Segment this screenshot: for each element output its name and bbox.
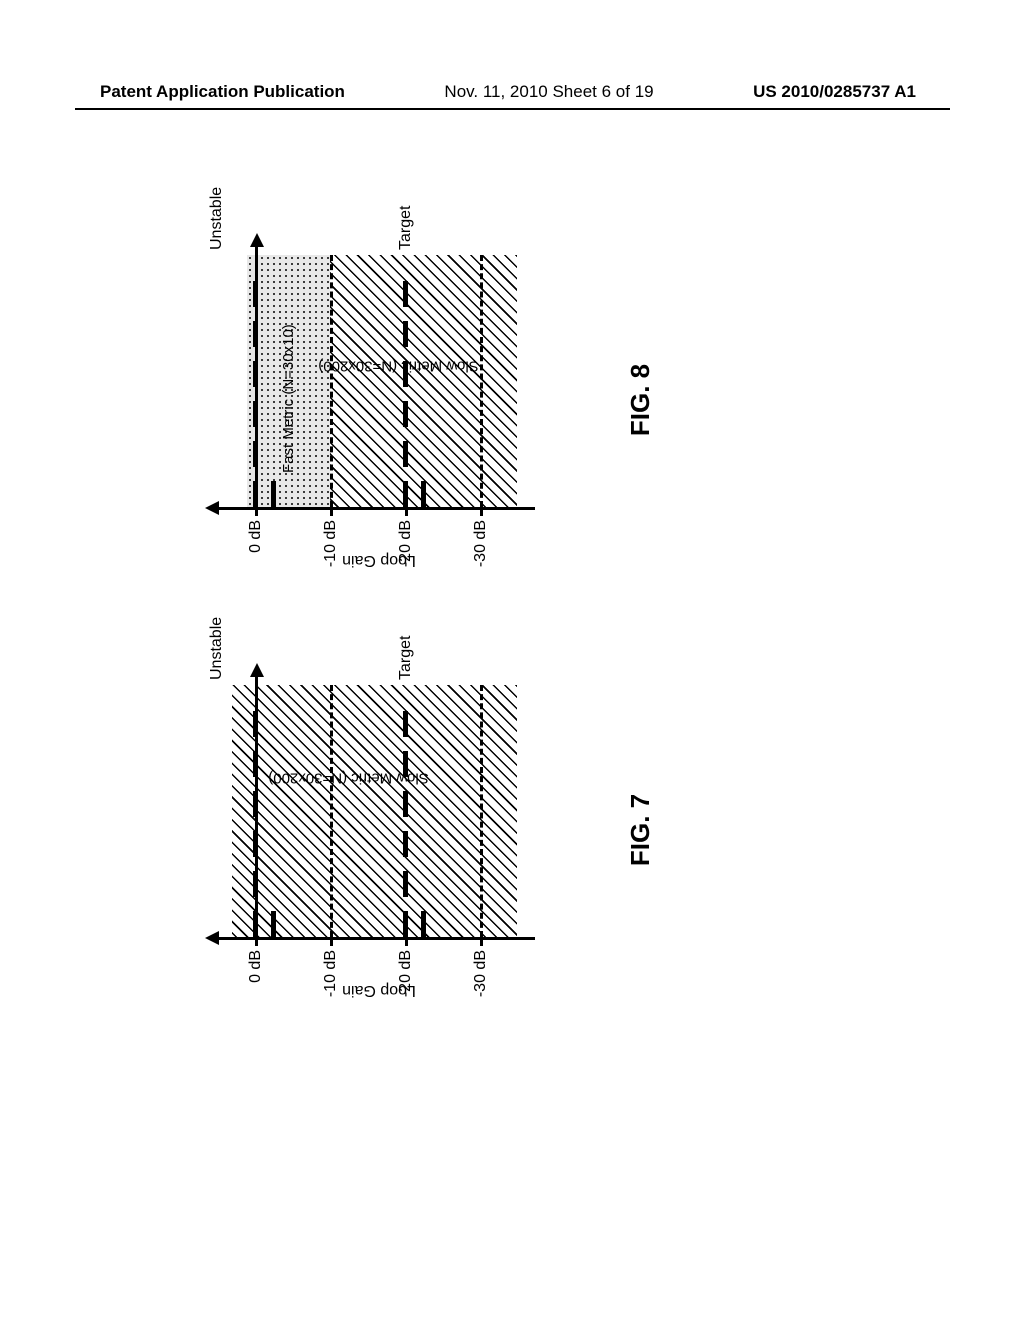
fig7-dash-0db: [253, 685, 258, 937]
fig7-slow-label: Slow Metric (N=30x200): [266, 769, 430, 786]
fig7-ticklabel-1: -10 dB: [322, 950, 340, 1010]
fig8-dash-target: [403, 255, 408, 507]
fig8-ticklabel-0: 0 dB: [247, 520, 265, 580]
fig7-dash-target: [403, 685, 408, 937]
fig7-y-axis: [215, 937, 535, 940]
fig8-dash-30db: [480, 255, 483, 507]
header-left: Patent Application Publication: [100, 82, 345, 102]
fig7-ticklabel-3: -30 dB: [472, 950, 490, 1010]
fig8-ticklabel-2: -20 dB: [397, 520, 415, 580]
page-header: Patent Application Publication Nov. 11, …: [0, 82, 1024, 102]
fig8-fast-label: Fast Metric (N=30x10): [280, 322, 297, 475]
fig8-chart: Loop Gain 0 dB -10 dB -20 dB -30 dB: [190, 210, 570, 590]
fig7-x-arrow-icon: [250, 663, 264, 677]
fig7-ticklabel-2: -20 dB: [397, 950, 415, 1010]
fig7-slow-label-text: Slow Metric (N=30x200): [268, 769, 428, 786]
figures-row: Loop Gain 0 dB -10 dB -20 dB -30 dB: [190, 145, 656, 1085]
fig7-unstable-label: Unstable: [208, 617, 226, 680]
fig7-ticklabel-0: 0 dB: [247, 950, 265, 1010]
fig7-target-label: Target: [397, 636, 415, 680]
fig8-slow-label-text: Slow Metric (N=30x200): [318, 357, 478, 374]
fig8-ticklabel-3: -30 dB: [472, 520, 490, 580]
fig7-chart: Loop Gain 0 dB -10 dB -20 dB -30 dB: [190, 640, 570, 1020]
figure-7: Loop Gain 0 dB -10 dB -20 dB -30 dB: [190, 640, 656, 1020]
figures-container: Loop Gain 0 dB -10 dB -20 dB -30 dB: [40, 165, 980, 1065]
fig7-dash-30db: [480, 685, 483, 937]
header-rule: [75, 108, 950, 110]
fig8-target-label: Target: [397, 206, 415, 250]
fig8-y-arrow-icon: [205, 502, 219, 516]
fig8-unstable-label: Unstable: [208, 187, 226, 250]
fig8-dash-0db: [253, 255, 258, 507]
header-mid: Nov. 11, 2010 Sheet 6 of 19: [444, 82, 653, 102]
fig8-x-arrow-icon: [250, 233, 264, 247]
header-right: US 2010/0285737 A1: [753, 82, 916, 102]
fig8-dash-10db: [330, 255, 333, 507]
figure-8: Loop Gain 0 dB -10 dB -20 dB -30 dB: [190, 210, 656, 590]
fig7-caption: FIG. 7: [625, 794, 656, 866]
fig8-fast-label-text: Fast Metric (N=30x10): [280, 324, 297, 473]
fig8-ticklabel-1: -10 dB: [322, 520, 340, 580]
fig8-slow-label: Slow Metric (N=30x200): [316, 357, 480, 374]
fig7-dash-10db: [330, 685, 333, 937]
fig8-caption: FIG. 8: [625, 364, 656, 436]
fig8-y-axis: [215, 507, 535, 510]
fig7-y-arrow-icon: [205, 932, 219, 946]
